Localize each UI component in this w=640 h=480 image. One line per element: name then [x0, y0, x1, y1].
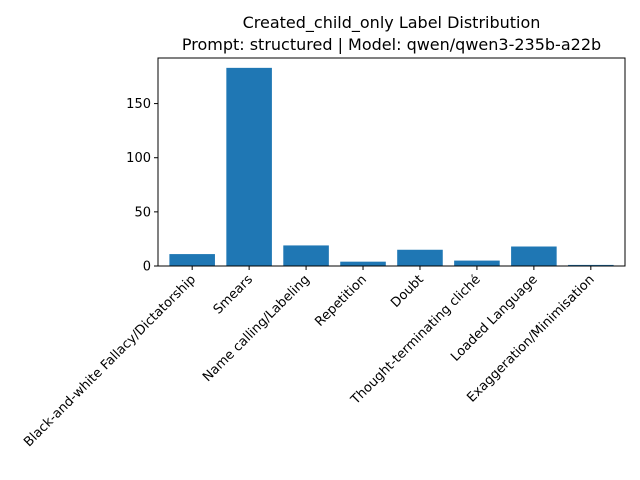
x-tick-label: Smears [211, 272, 256, 317]
bar-7 [568, 264, 614, 266]
bar-1 [226, 67, 272, 266]
x-tick-label: Black-and-white Fallacy/Dictatorship [21, 272, 199, 450]
y-tick-label: 100 [126, 151, 151, 166]
x-tick-label: Name calling/Labeling [200, 272, 313, 385]
bar-0 [169, 254, 215, 266]
bar-5 [454, 260, 500, 266]
bars-group [169, 67, 614, 266]
x-tick-label: Repetition [312, 272, 369, 329]
bar-6 [511, 246, 557, 266]
chart-title-line1: Created_child_only Label Distribution [243, 13, 541, 33]
plot-frame [157, 57, 626, 267]
bar-4 [397, 249, 443, 266]
x-axis: Black-and-white Fallacy/Dictatorship Smea… [21, 266, 598, 450]
y-tick-label: 0 [143, 260, 151, 275]
chart-title-line2: Prompt: structured | Model: qwen/qwen3-2… [182, 35, 601, 54]
y-axis: 0 50 100 150 [126, 97, 158, 275]
y-tick-label: 50 [134, 205, 151, 220]
bar-2 [283, 245, 329, 266]
x-tick-label: Doubt [388, 272, 427, 311]
bar-3 [340, 261, 386, 266]
y-tick-label: 150 [126, 97, 151, 112]
